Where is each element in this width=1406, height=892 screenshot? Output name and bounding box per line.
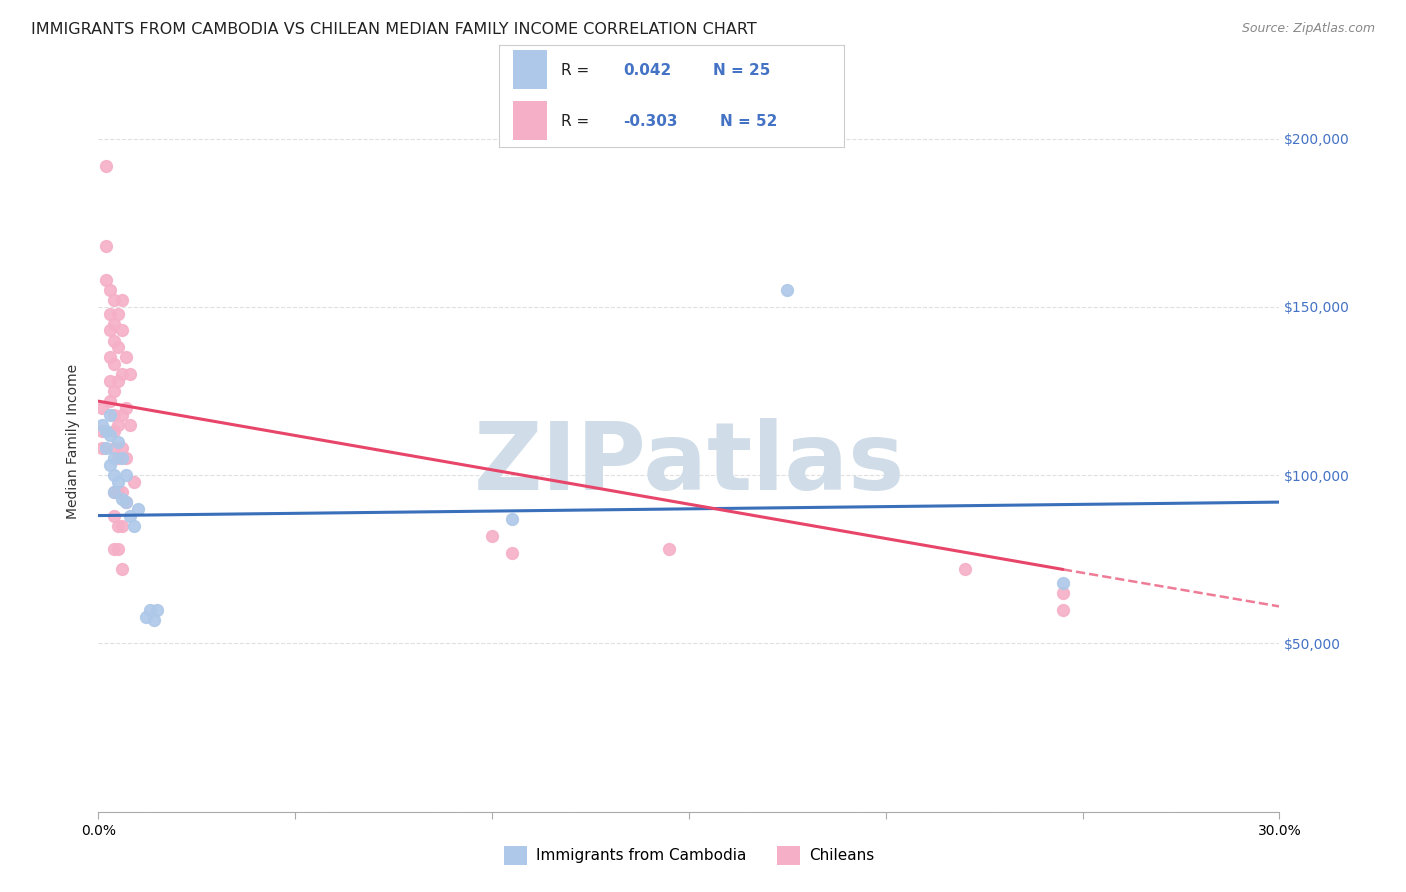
- Point: [96, 273, 118, 287]
- Point: [111, 491, 134, 506]
- Point: [111, 368, 134, 382]
- Point: [107, 340, 129, 354]
- Point: [107, 475, 129, 489]
- Text: R =: R =: [561, 113, 595, 128]
- Point: [115, 468, 138, 483]
- Point: [98, 394, 121, 409]
- Bar: [513, 50, 547, 88]
- Point: [103, 451, 125, 466]
- Point: [142, 613, 165, 627]
- Y-axis label: Median Family Income: Median Family Income: [66, 364, 80, 519]
- Point: [107, 451, 129, 466]
- Legend: Immigrants from Cambodia, Chileans: Immigrants from Cambodia, Chileans: [498, 840, 880, 871]
- Text: -0.303: -0.303: [623, 113, 678, 128]
- Point: [115, 495, 138, 509]
- Point: [103, 425, 125, 439]
- Point: [96, 425, 118, 439]
- Point: [96, 159, 118, 173]
- Point: [115, 451, 138, 466]
- Point: [103, 408, 125, 422]
- Point: [91, 425, 114, 439]
- Point: [96, 442, 118, 456]
- Point: [107, 485, 129, 500]
- Point: [107, 542, 129, 557]
- Point: [111, 442, 134, 456]
- Point: [103, 442, 125, 456]
- Point: [103, 485, 125, 500]
- Point: [1052, 603, 1074, 617]
- Point: [98, 374, 121, 388]
- Point: [658, 542, 681, 557]
- Point: [111, 451, 134, 466]
- Point: [103, 293, 125, 308]
- Text: 0.042: 0.042: [623, 63, 672, 78]
- Point: [98, 427, 121, 442]
- Bar: [513, 101, 547, 140]
- Point: [118, 508, 141, 523]
- Point: [107, 307, 129, 321]
- Point: [98, 283, 121, 297]
- Text: ZIPatlas: ZIPatlas: [474, 417, 904, 509]
- Point: [135, 609, 157, 624]
- Text: IMMIGRANTS FROM CAMBODIA VS CHILEAN MEDIAN FAMILY INCOME CORRELATION CHART: IMMIGRANTS FROM CAMBODIA VS CHILEAN MEDI…: [31, 22, 756, 37]
- Point: [103, 542, 125, 557]
- Point: [107, 434, 129, 449]
- Text: Source: ZipAtlas.com: Source: ZipAtlas.com: [1241, 22, 1375, 36]
- Text: N = 25: N = 25: [713, 63, 770, 78]
- Point: [776, 283, 799, 297]
- Point: [138, 603, 160, 617]
- Point: [103, 468, 125, 483]
- Point: [107, 374, 129, 388]
- Point: [115, 495, 138, 509]
- Point: [501, 512, 523, 526]
- Point: [1052, 586, 1074, 600]
- Point: [98, 408, 121, 422]
- Point: [107, 417, 129, 432]
- Point: [96, 239, 118, 253]
- Point: [953, 562, 976, 576]
- Point: [127, 501, 149, 516]
- Point: [98, 307, 121, 321]
- Point: [103, 334, 125, 348]
- Text: R =: R =: [561, 63, 595, 78]
- Point: [103, 508, 125, 523]
- Point: [481, 529, 503, 543]
- Point: [111, 293, 134, 308]
- Point: [107, 518, 129, 533]
- Point: [98, 351, 121, 365]
- Point: [103, 357, 125, 371]
- Point: [111, 485, 134, 500]
- Point: [115, 401, 138, 415]
- Point: [103, 384, 125, 398]
- Point: [111, 408, 134, 422]
- Point: [115, 351, 138, 365]
- Text: N = 52: N = 52: [720, 113, 778, 128]
- Point: [118, 417, 141, 432]
- Point: [103, 317, 125, 331]
- Point: [122, 475, 145, 489]
- Point: [103, 485, 125, 500]
- Point: [98, 458, 121, 472]
- Point: [91, 417, 114, 432]
- Point: [1052, 575, 1074, 590]
- Point: [111, 518, 134, 533]
- Point: [98, 324, 121, 338]
- Point: [501, 546, 523, 560]
- Point: [111, 324, 134, 338]
- Point: [111, 562, 134, 576]
- Point: [118, 368, 141, 382]
- Point: [91, 442, 114, 456]
- Point: [146, 603, 169, 617]
- Point: [122, 518, 145, 533]
- Point: [91, 401, 114, 415]
